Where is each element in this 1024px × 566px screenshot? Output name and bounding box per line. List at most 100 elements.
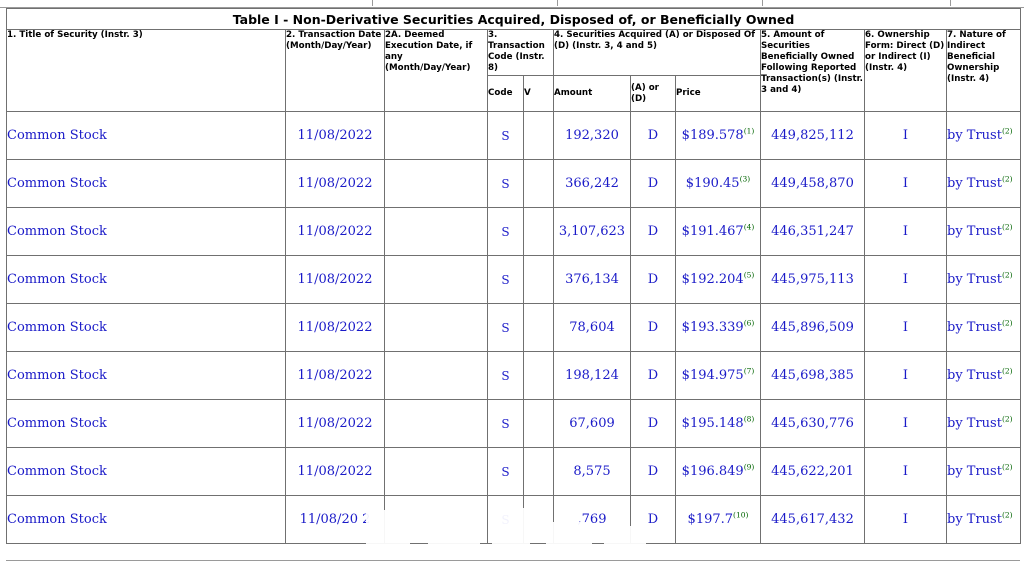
transaction-code-cell-value: S bbox=[501, 224, 510, 239]
nature-footnote-link[interactable]: (2) bbox=[1001, 366, 1013, 376]
nature-cell: by Trust(2) bbox=[945, 447, 1022, 496]
amount-cell-value: 78,604 bbox=[569, 320, 615, 335]
ownership-form-cell: I bbox=[864, 159, 947, 208]
nature-cell: by Trust(2) bbox=[945, 495, 1022, 544]
table-row: Common Stock 11/08/2022 S 67,609 D $195.148(8… bbox=[6, 399, 1022, 448]
deemed-date-cell bbox=[384, 351, 488, 400]
price-footnote-link[interactable]: (10) bbox=[733, 510, 749, 520]
price-footnote-link[interactable]: (7) bbox=[743, 366, 755, 376]
amount-cell: 8,575 bbox=[553, 447, 631, 496]
security-title-link[interactable]: Common Stock bbox=[6, 255, 286, 304]
nature-footnote-link[interactable]: (2) bbox=[1001, 318, 1013, 328]
amount-owned-cell: 449,825,112 bbox=[760, 111, 865, 160]
price-cell-value: $196.849 bbox=[681, 464, 744, 479]
price-cell-value: $192.204 bbox=[681, 272, 744, 287]
header-transaction-code: 3. Transaction Code (Instr. 8) bbox=[487, 28, 554, 77]
price-cell-value: $190.45 bbox=[685, 176, 740, 191]
v-cell bbox=[523, 303, 554, 352]
price-footnote-link[interactable]: (4) bbox=[743, 222, 755, 232]
security-title-link[interactable]: Common Stock bbox=[6, 351, 286, 400]
security-title-link-value[interactable]: Common Stock bbox=[7, 512, 107, 527]
column-divider bbox=[950, 0, 951, 6]
nature-cell-value: by Trust bbox=[947, 224, 1002, 239]
nature-footnote-link[interactable]: (2) bbox=[1001, 222, 1013, 232]
subheader-amount: Amount bbox=[553, 75, 631, 112]
amount-cell-value: 192,320 bbox=[565, 128, 619, 143]
subheader-code: Code bbox=[487, 75, 524, 112]
header-deemed-execution-date: 2A. Deemed Execution Date, if any (Month… bbox=[384, 29, 488, 112]
nature-cell-value: by Trust bbox=[947, 512, 1002, 527]
transaction-date-cell-value: 11/08/2022 bbox=[297, 464, 373, 479]
price-footnote-link[interactable]: (5) bbox=[743, 270, 755, 280]
amount-owned-cell: 445,630,776 bbox=[760, 399, 865, 448]
a-or-d-cell-value: D bbox=[647, 224, 659, 239]
security-title-link[interactable]: Common Stock bbox=[6, 447, 286, 496]
a-or-d-cell-value: D bbox=[647, 512, 659, 527]
ownership-form-cell: I bbox=[864, 447, 947, 496]
transaction-code-cell: S bbox=[487, 207, 524, 256]
a-or-d-cell: D bbox=[630, 255, 676, 304]
ownership-form-cell: I bbox=[864, 255, 947, 304]
amount-cell: 67,609 bbox=[553, 399, 631, 448]
price-cell: $192.204(5) bbox=[675, 255, 761, 304]
transaction-code-cell-value: S bbox=[501, 416, 510, 431]
deemed-date-cell bbox=[384, 399, 488, 448]
price-cell: $197.7(10) bbox=[675, 495, 761, 544]
security-title-link-value[interactable]: Common Stock bbox=[7, 320, 107, 335]
nature-footnote-link[interactable]: (2) bbox=[1001, 462, 1013, 472]
security-title-link-value[interactable]: Common Stock bbox=[7, 368, 107, 383]
nature-footnote-link[interactable]: (2) bbox=[1001, 414, 1013, 424]
nature-footnote-link[interactable]: (2) bbox=[1001, 270, 1013, 280]
table-bottom-rule bbox=[6, 560, 1020, 561]
amount-owned-cell-value: 445,698,385 bbox=[771, 368, 854, 383]
subheader-a-or-d: (A) or (D) bbox=[630, 75, 676, 112]
security-title-link[interactable]: Common Stock bbox=[6, 159, 286, 208]
transaction-code-cell-value: S bbox=[501, 512, 510, 527]
price-cell-value: $195.148 bbox=[681, 416, 744, 431]
header-securities-acquired-disposed: 4. Securities Acquired (A) or Disposed O… bbox=[553, 28, 761, 77]
security-title-link-value[interactable]: Common Stock bbox=[7, 128, 107, 143]
table-row: Common Stock 11/08/20 2 S ,769 D $197.7(10) 44… bbox=[6, 495, 1022, 544]
deemed-date-cell bbox=[384, 111, 488, 160]
price-cell-value: $189.578 bbox=[681, 128, 744, 143]
security-title-link-value[interactable]: Common Stock bbox=[7, 176, 107, 191]
security-title-link-value[interactable]: Common Stock bbox=[7, 224, 107, 239]
transaction-date-cell: 11/08/2022 bbox=[285, 111, 385, 160]
v-cell bbox=[523, 447, 554, 496]
amount-owned-cell: 449,458,870 bbox=[760, 159, 865, 208]
a-or-d-cell: D bbox=[630, 447, 676, 496]
amount-owned-cell: 445,975,113 bbox=[760, 255, 865, 304]
deemed-date-cell bbox=[384, 255, 488, 304]
transaction-date-cell: 11/08/2022 bbox=[285, 303, 385, 352]
security-title-link-value[interactable]: Common Stock bbox=[7, 464, 107, 479]
nature-cell-value: by Trust bbox=[947, 464, 1002, 479]
security-title-link[interactable]: Common Stock bbox=[6, 207, 286, 256]
nature-footnote-link[interactable]: (2) bbox=[1001, 510, 1013, 520]
security-title-link-value[interactable]: Common Stock bbox=[7, 416, 107, 431]
amount-cell: 192,320 bbox=[553, 111, 631, 160]
table-row: Common Stock 11/08/2022 S 366,242 D $190.45(3… bbox=[6, 159, 1022, 208]
transaction-date-cell-value: 11/08/2022 bbox=[297, 368, 373, 383]
security-title-link[interactable]: Common Stock bbox=[6, 303, 286, 352]
a-or-d-cell: D bbox=[630, 495, 676, 544]
transaction-code-cell: S bbox=[487, 159, 524, 208]
price-cell-value: $197.7 bbox=[687, 512, 734, 527]
nature-footnote-link[interactable]: (2) bbox=[1001, 126, 1013, 136]
security-title-link[interactable]: Common Stock bbox=[6, 111, 286, 160]
price-footnote-link[interactable]: (8) bbox=[743, 414, 755, 424]
header-ownership-form: 6. Ownership Form: Direct (D) or Indirec… bbox=[864, 29, 947, 112]
price-footnote-link[interactable]: (3) bbox=[739, 174, 751, 184]
nature-cell: by Trust(2) bbox=[945, 111, 1022, 160]
a-or-d-cell: D bbox=[630, 303, 676, 352]
price-footnote-link[interactable]: (9) bbox=[743, 462, 755, 472]
table-row: Common Stock 11/08/2022 S 376,134 D $192.204(… bbox=[6, 255, 1022, 304]
security-title-link[interactable]: Common Stock bbox=[6, 495, 286, 544]
nature-footnote-link[interactable]: (2) bbox=[1001, 174, 1013, 184]
amount-owned-cell: 445,896,509 bbox=[760, 303, 865, 352]
deemed-date-cell bbox=[384, 303, 488, 352]
transaction-date-cell: 11/08/2022 bbox=[285, 399, 385, 448]
security-title-link[interactable]: Common Stock bbox=[6, 399, 286, 448]
security-title-link-value[interactable]: Common Stock bbox=[7, 272, 107, 287]
price-footnote-link[interactable]: (6) bbox=[743, 318, 755, 328]
price-footnote-link[interactable]: (1) bbox=[743, 126, 755, 136]
